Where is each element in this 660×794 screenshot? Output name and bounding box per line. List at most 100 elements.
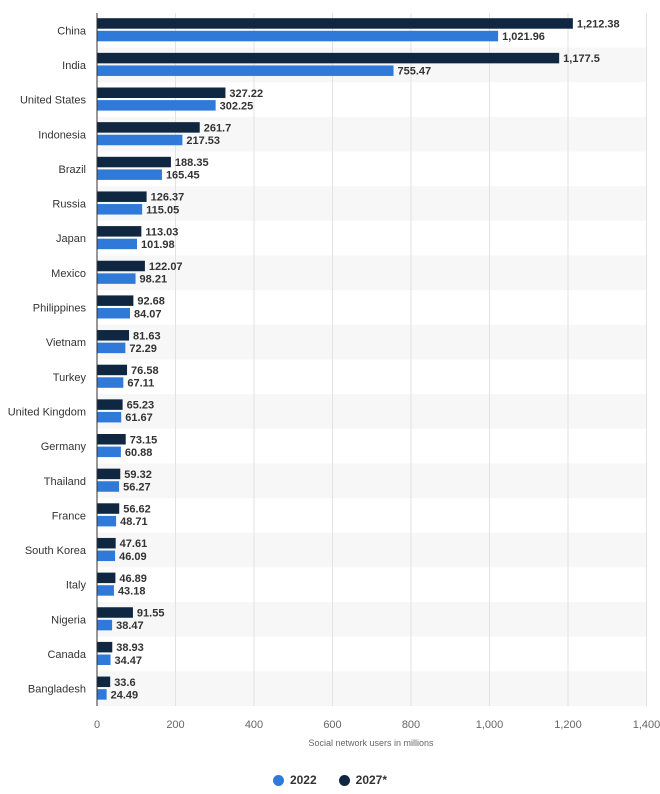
bar-2022-thailand[interactable] bbox=[97, 481, 120, 492]
legend-marker-2027 bbox=[338, 774, 350, 786]
data-label-2022-philippines: 84.07 bbox=[134, 308, 162, 320]
legend-item-2022[interactable]: 2022 bbox=[272, 773, 317, 787]
data-label-2022-united-kingdom: 61.67 bbox=[125, 412, 153, 424]
bar-2027-philippines[interactable] bbox=[97, 295, 134, 306]
bar-2022-vietnam[interactable] bbox=[97, 342, 126, 354]
bar-2022-turkey[interactable] bbox=[97, 377, 124, 388]
data-label-2027-south-korea: 47.61 bbox=[120, 538, 148, 550]
bar-2027-germany[interactable] bbox=[97, 434, 126, 445]
x-tick-label: 1,000 bbox=[476, 719, 504, 731]
bar-2027-thailand[interactable] bbox=[97, 468, 121, 480]
bar-2022-russia[interactable] bbox=[97, 204, 143, 215]
bar-2027-united-kingdom[interactable] bbox=[97, 399, 123, 410]
row-band bbox=[97, 394, 647, 429]
bar-2022-bangladesh[interactable] bbox=[97, 689, 107, 700]
bar-2027-mexico[interactable] bbox=[97, 260, 145, 272]
category-label-united-states: United States bbox=[20, 95, 87, 107]
row-band bbox=[97, 532, 647, 568]
category-label-bangladesh: Bangladesh bbox=[28, 684, 86, 696]
row-band bbox=[97, 324, 647, 360]
data-label-2022-italy: 43.18 bbox=[118, 585, 146, 597]
bar-2022-mexico[interactable] bbox=[97, 273, 136, 284]
bar-2027-united-states[interactable] bbox=[97, 87, 226, 99]
bar-2027-france[interactable] bbox=[97, 503, 120, 514]
bar-2022-germany[interactable] bbox=[97, 446, 121, 458]
row-band bbox=[97, 116, 647, 152]
bar-chart: 0 200 400 600 800 1,000 1,200 1,400 China 1,212.3… bbox=[8, 13, 660, 748]
bars bbox=[97, 18, 573, 700]
bar-2027-turkey[interactable] bbox=[97, 364, 128, 376]
x-tick-label: 400 bbox=[245, 719, 263, 731]
data-label-2022-germany: 60.88 bbox=[125, 447, 153, 459]
bar-2027-canada[interactable] bbox=[97, 641, 113, 653]
category-label-south-korea: South Korea bbox=[25, 545, 87, 557]
bar-2022-united-states[interactable] bbox=[97, 100, 216, 111]
data-label-2022-brazil: 165.45 bbox=[166, 170, 200, 182]
x-tick-label: 1,200 bbox=[554, 719, 582, 731]
data-label-2022-france: 48.71 bbox=[120, 516, 148, 528]
bar-2027-china[interactable] bbox=[97, 18, 573, 29]
bar-2022-france[interactable] bbox=[97, 515, 117, 527]
legend-label-2027: 2027* bbox=[355, 773, 388, 787]
bar-2022-indonesia[interactable] bbox=[97, 134, 183, 146]
data-label-2022-india: 755.47 bbox=[398, 66, 432, 78]
category-label-russia: Russia bbox=[52, 199, 87, 211]
category-label-turkey: Turkey bbox=[53, 372, 87, 384]
category-label-mexico: Mexico bbox=[51, 268, 86, 280]
data-label-2022-south-korea: 46.09 bbox=[119, 551, 147, 563]
data-label-2027-mexico: 122.07 bbox=[149, 261, 183, 273]
data-label-2027-turkey: 76.58 bbox=[131, 365, 159, 377]
bar-2027-brazil[interactable] bbox=[97, 156, 171, 168]
data-label-2027-thailand: 59.32 bbox=[124, 469, 152, 481]
category-label-indonesia: Indonesia bbox=[38, 129, 87, 141]
bar-2027-italy[interactable] bbox=[97, 572, 116, 584]
category-label-canada: Canada bbox=[47, 649, 86, 661]
category-label-france: France bbox=[52, 510, 86, 522]
category-label-china: China bbox=[57, 25, 87, 37]
data-label-2027-united-kingdom: 65.23 bbox=[127, 400, 155, 412]
bar-2027-russia[interactable] bbox=[97, 191, 147, 202]
bar-2022-china[interactable] bbox=[97, 30, 499, 42]
row-bands bbox=[97, 47, 647, 706]
bar-2027-vietnam[interactable] bbox=[97, 330, 130, 341]
bar-2022-italy[interactable] bbox=[97, 585, 114, 596]
bar-2022-canada[interactable] bbox=[97, 654, 111, 666]
bar-2022-japan[interactable] bbox=[97, 238, 138, 250]
data-label-2027-italy: 46.89 bbox=[119, 573, 147, 585]
legend: 2022 2027* bbox=[0, 773, 660, 787]
row-band bbox=[97, 186, 647, 221]
data-label-2022-canada: 34.47 bbox=[115, 655, 143, 667]
bar-2027-japan[interactable] bbox=[97, 226, 142, 237]
legend-item-2027[interactable]: 2027* bbox=[338, 773, 388, 787]
gridlines bbox=[175, 13, 647, 706]
bar-2027-bangladesh[interactable] bbox=[97, 676, 111, 688]
x-tick-label: 600 bbox=[323, 719, 341, 731]
bar-2022-philippines[interactable] bbox=[97, 308, 130, 319]
data-label-2022-russia: 115.05 bbox=[146, 204, 179, 216]
data-label-2027-bangladesh: 33.6 bbox=[114, 677, 135, 689]
data-label-2027-japan: 113.03 bbox=[145, 226, 178, 238]
category-label-nigeria: Nigeria bbox=[51, 614, 87, 626]
row-band bbox=[97, 671, 647, 706]
row-band bbox=[97, 255, 647, 291]
bar-2027-south-korea[interactable] bbox=[97, 537, 116, 549]
bar-2022-brazil[interactable] bbox=[97, 169, 162, 180]
x-axis-title: Social network users in millions bbox=[308, 738, 434, 748]
bar-2022-south-korea[interactable] bbox=[97, 550, 116, 562]
bar-2022-united-kingdom[interactable] bbox=[97, 411, 122, 423]
bar-2022-nigeria[interactable] bbox=[97, 619, 113, 631]
data-label-2027-china: 1,212.38 bbox=[577, 18, 620, 30]
data-label-2027-russia: 126.37 bbox=[151, 192, 185, 204]
category-label-united-kingdom: United Kingdom bbox=[8, 406, 86, 418]
bar-2027-nigeria[interactable] bbox=[97, 607, 133, 618]
data-label-2022-mexico: 98.21 bbox=[140, 274, 168, 286]
x-tick-label: 0 bbox=[94, 719, 100, 731]
data-label-2022-nigeria: 38.47 bbox=[116, 620, 144, 632]
bar-2027-india[interactable] bbox=[97, 52, 560, 64]
bar-2027-indonesia[interactable] bbox=[97, 122, 200, 133]
data-label-2027-germany: 73.15 bbox=[130, 434, 158, 446]
category-label-vietnam: Vietnam bbox=[46, 337, 86, 349]
bar-2022-india[interactable] bbox=[97, 65, 394, 76]
x-tick-label: 200 bbox=[166, 719, 184, 731]
row-band bbox=[97, 602, 647, 637]
